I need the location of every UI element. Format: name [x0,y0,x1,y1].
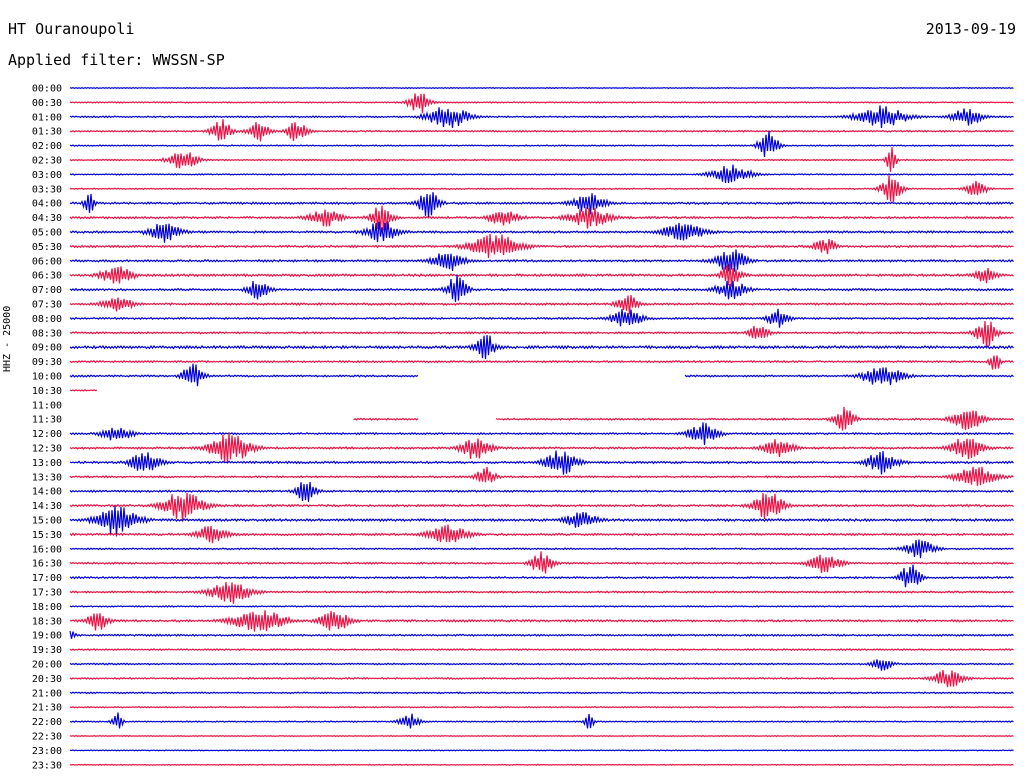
seismic-trace [69,192,1014,218]
time-tick-label: 11:30 [32,415,62,426]
time-tick-label: 21:00 [32,688,62,699]
time-tick-label: 10:30 [32,386,62,397]
seismic-trace [69,363,1014,387]
time-tick-label: 14:30 [32,501,62,512]
time-tick-label: 20:30 [32,674,62,685]
time-tick-label: 21:30 [32,703,62,714]
seismic-trace [69,249,1014,272]
seismic-trace [69,466,1014,486]
time-tick-label: 15:00 [32,516,62,527]
seismic-trace [69,564,1014,588]
time-tick-label: 14:00 [32,487,62,498]
time-tick-label: 00:30 [32,98,62,109]
time-tick-label: 22:30 [32,732,62,743]
time-tick-label: 12:30 [32,444,62,455]
time-tick-label: 13:30 [32,472,62,483]
time-tick-label: 07:30 [32,300,62,311]
time-tick-label: 09:30 [32,357,62,368]
time-tick-label: 17:30 [32,588,62,599]
seismic-trace [69,658,1014,671]
seismic-trace [69,648,1014,652]
seismic-trace [69,147,1014,172]
seismic-trace [69,524,1014,544]
seismic-trace [69,670,1014,688]
time-tick-label: 00:00 [32,84,62,95]
seismic-trace [69,221,1014,243]
seismic-trace [69,712,1014,729]
time-tick-label: 20:00 [32,660,62,671]
seismic-trace [69,164,1014,184]
seismic-trace [69,432,1014,463]
time-tick-label: 19:00 [32,631,62,642]
seismic-trace [69,506,1014,537]
time-tick-label: 12:00 [32,429,62,440]
station-title: HT Ouranoupoli [8,20,135,38]
seismic-trace [69,492,1014,522]
time-tick-label: 05:00 [32,228,62,239]
time-tick-label: 07:00 [32,285,62,296]
time-tick-label: 16:30 [32,559,62,570]
time-tick-label: 13:00 [32,458,62,469]
seismic-trace [69,105,1014,128]
seismic-trace [69,749,1014,752]
seismic-trace [69,482,1014,502]
seismic-trace [69,605,1014,608]
seismic-trace [69,551,1014,574]
time-tick-label: 23:30 [32,760,62,771]
time-tick-label: 08:00 [32,314,62,325]
time-tick-label: 15:30 [32,530,62,541]
time-tick-label: 18:00 [32,602,62,613]
seismic-trace [69,93,1014,114]
time-tick-label: 11:00 [32,400,62,411]
time-tick-label: 05:30 [32,242,62,253]
seismic-trace [69,119,1014,142]
time-tick-label: 04:00 [32,199,62,210]
time-tick-label: 23:00 [32,746,62,757]
time-tick-label: 17:00 [32,573,62,584]
time-tick-label: 10:00 [32,372,62,383]
seismic-trace [69,422,1014,446]
seismic-trace [69,450,1014,475]
seismic-trace [69,295,1014,315]
seismic-trace [69,763,1014,766]
seismic-trace [69,691,1014,695]
time-tick-label: 06:30 [32,271,62,282]
time-tick-label: 02:30 [32,156,62,167]
seismic-trace [69,308,1014,328]
time-tick-label: 03:30 [32,184,62,195]
time-tick-label: 04:30 [32,213,62,224]
time-tick-label: 06:00 [32,256,62,267]
filter-label: Applied filter: WWSSN-SP [8,51,225,69]
seismic-trace [69,355,1014,370]
seismic-trace [69,335,1014,360]
seismic-trace [69,630,1014,639]
seismic-trace [69,175,1014,202]
seismic-trace [69,705,1014,709]
seismic-trace [69,264,1014,287]
seismic-trace [69,321,1014,349]
time-tick-label: 08:30 [32,328,62,339]
time-tick-label: 01:30 [32,127,62,138]
time-tick-label: 01:00 [32,112,62,123]
seismic-trace [69,86,1014,90]
time-tick-label: 22:00 [32,717,62,728]
time-tick-label: 03:00 [32,170,62,181]
seismic-trace [69,274,1014,302]
seismic-trace [69,131,1014,158]
time-tick-label: 09:00 [32,343,62,354]
seismic-trace [69,233,1014,258]
seismic-trace [69,734,1014,738]
seismic-trace [69,582,1014,604]
seismic-trace [69,539,1014,559]
plot-date: 2013-09-19 [925,20,1016,38]
seismic-trace [69,205,1014,231]
time-tick-label: 18:30 [32,616,62,627]
time-tick-label: 02:00 [32,141,62,152]
time-tick-label: 16:00 [32,544,62,555]
time-tick-label: 19:30 [32,645,62,656]
seismic-trace [353,406,1014,431]
seismic-trace [69,389,98,392]
seismic-trace [69,610,1014,632]
